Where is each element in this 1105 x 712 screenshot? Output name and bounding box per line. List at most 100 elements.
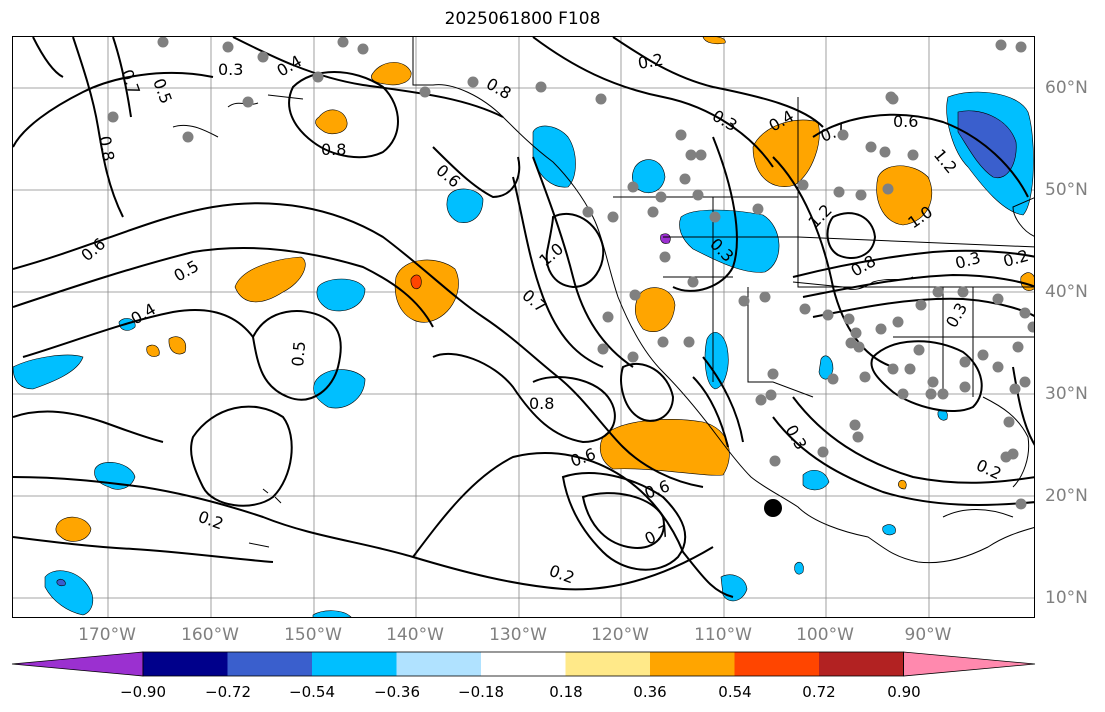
- station-dot: [907, 149, 919, 161]
- station-dot: [1003, 416, 1015, 428]
- station-dot: [1015, 498, 1027, 510]
- station-dot: [709, 211, 721, 223]
- contour-label: 0.8: [95, 134, 118, 162]
- station-dot: [582, 206, 594, 218]
- station-dot: [675, 129, 687, 141]
- contour-label: 0.2: [1001, 246, 1031, 271]
- colorbar-segment: [396, 652, 482, 676]
- station-dot: [1019, 376, 1031, 388]
- station-dot: [597, 343, 609, 355]
- station-dot: [850, 327, 862, 339]
- station-dot: [1019, 307, 1031, 319]
- station-dot: [859, 371, 871, 383]
- station-dot: [992, 293, 1004, 305]
- station-dot: [765, 389, 777, 401]
- station-dot: [242, 96, 254, 108]
- colorbar-extend-min: [11, 651, 144, 677]
- contour-lines: [13, 37, 1034, 598]
- station-dot: [755, 394, 767, 406]
- station-dot: [659, 251, 671, 263]
- station-dot: [887, 363, 899, 375]
- station-dot: [892, 316, 904, 328]
- colorbar-segment: [650, 652, 735, 676]
- contour-label: 0.5: [149, 76, 176, 106]
- station-dot: [827, 373, 839, 385]
- lon-label: 160°W: [181, 625, 239, 645]
- contour-label: 0.2: [973, 455, 1004, 483]
- colorbar-segment: [312, 652, 397, 676]
- contour-label: 0.2: [196, 507, 226, 534]
- colorbar-tick: 0.18: [549, 683, 583, 701]
- shaded-regions: [13, 37, 1034, 617]
- station-dot: [837, 129, 849, 141]
- station-dot: [855, 189, 867, 201]
- station-dot: [1009, 383, 1021, 395]
- station-dots: [107, 37, 1034, 510]
- map-title: 2025061800 F108: [444, 9, 601, 29]
- station-dot: [655, 191, 667, 203]
- station-dot: [337, 37, 349, 48]
- station-dot: [312, 71, 324, 83]
- contour-label: 0.5: [288, 340, 309, 367]
- station-dot: [882, 183, 894, 195]
- station-dot: [959, 356, 971, 368]
- contour-label: 0.3: [942, 299, 971, 331]
- station-dot: [222, 41, 234, 53]
- station-dot: [1015, 41, 1027, 53]
- station-dot: [107, 111, 119, 123]
- station-dot: [957, 286, 969, 298]
- contour-label: 0.8: [321, 140, 346, 159]
- contour-label: 0.8: [529, 394, 554, 413]
- contour-label: 0.4: [274, 51, 306, 80]
- station-dot: [602, 311, 614, 323]
- colorbar-tick: −0.90: [120, 683, 166, 701]
- station-dot: [849, 419, 861, 431]
- lat-label: 50°N: [1045, 180, 1088, 200]
- station-dot: [357, 43, 369, 55]
- station-dot: [845, 337, 857, 349]
- station-dot: [887, 93, 899, 105]
- station-dot: [657, 336, 669, 348]
- contour-label: 0.6: [893, 112, 918, 131]
- station-dot: [759, 291, 771, 303]
- lon-label: 140°W: [386, 625, 444, 645]
- station-dot: [685, 149, 697, 161]
- colorbar: [11, 651, 1036, 677]
- colorbar-tick: 0.90: [887, 683, 921, 701]
- station-dot: [852, 431, 864, 443]
- lon-label: 110°W: [694, 625, 752, 645]
- colorbar-outline: [142, 651, 904, 677]
- colorbar-segment: [227, 652, 313, 676]
- station-dot: [992, 361, 1004, 373]
- coastlines: [172, 37, 1034, 564]
- station-dot: [679, 173, 691, 185]
- contour-label: 1.0: [535, 239, 567, 270]
- station-dot: [995, 39, 1007, 51]
- station-dot: [607, 211, 619, 223]
- colorbar-tick: 0.72: [802, 683, 836, 701]
- lon-label: 150°W: [284, 625, 342, 645]
- lat-label: 40°N: [1045, 282, 1088, 302]
- colorbar-segment: [143, 652, 228, 676]
- contour-label: 0.2: [636, 50, 664, 73]
- station-dot: [959, 381, 971, 393]
- station-dot: [419, 86, 431, 98]
- station-dot: [1027, 321, 1034, 333]
- colorbar-tick: 0.36: [633, 683, 667, 701]
- station-dot: [913, 344, 925, 356]
- colorbar-extend-max: [903, 651, 1036, 677]
- lon-label: 120°W: [591, 625, 649, 645]
- colorbar-tick: 0.54: [718, 683, 752, 701]
- map-panel: 0.7 0.5 0.8 0.3 0.4 0.8 0.2 0.3 0.8 0.6 …: [12, 36, 1035, 618]
- station-dot: [738, 295, 750, 307]
- station-dot: [799, 303, 811, 315]
- colorbar-tick: −0.54: [289, 683, 335, 701]
- colorbar-segment: [481, 652, 566, 676]
- station-dot: [977, 349, 989, 361]
- contour-label: 0.7: [518, 286, 550, 317]
- station-dot: [182, 131, 194, 143]
- contour-label: 0.6: [432, 161, 464, 192]
- station-dot: [695, 149, 707, 161]
- station-dot: [683, 336, 695, 348]
- station-dot: [627, 351, 639, 363]
